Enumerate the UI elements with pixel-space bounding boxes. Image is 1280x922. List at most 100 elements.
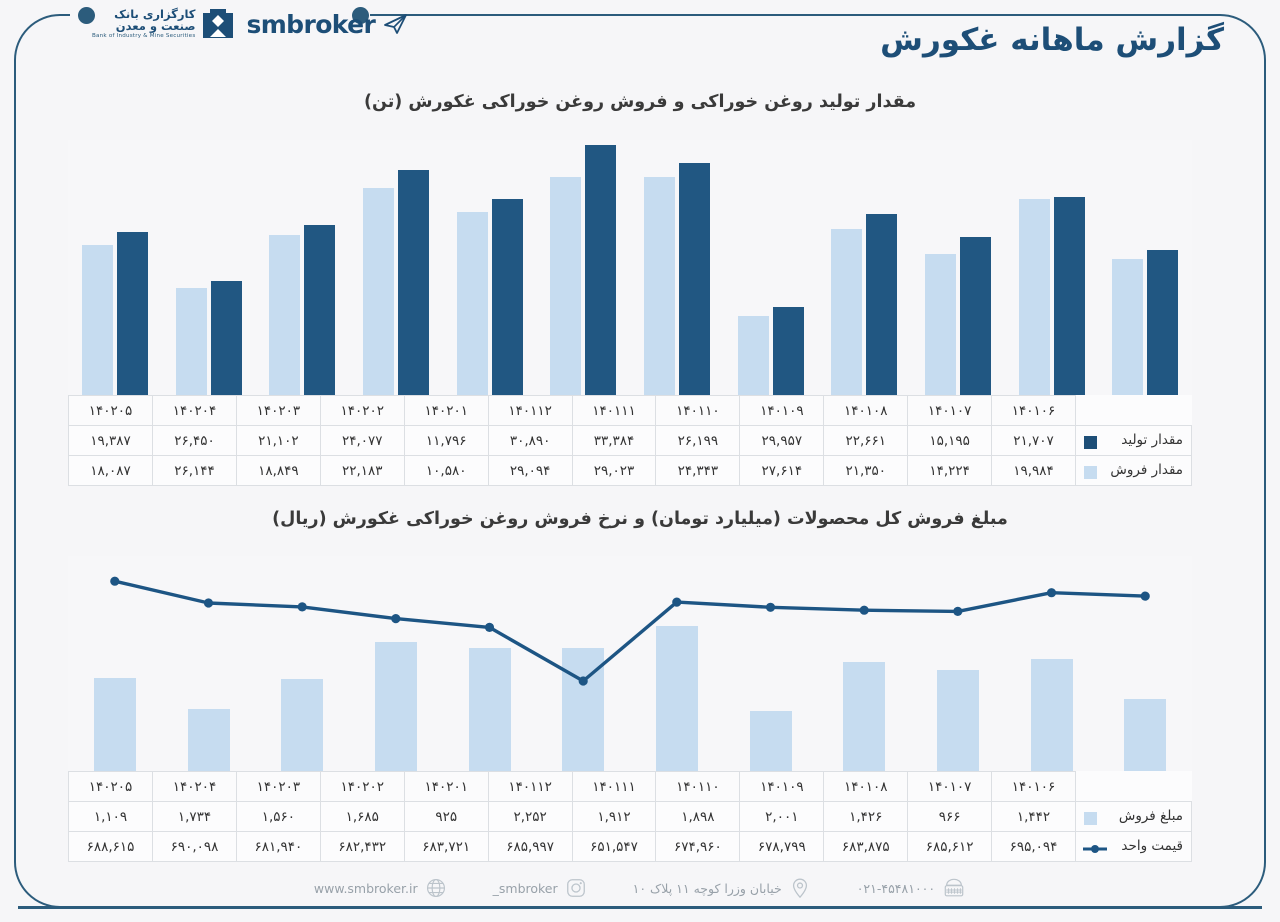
table-cell: ۶۹۵,۰۹۴ xyxy=(991,831,1076,862)
sales-amount-bar xyxy=(655,625,698,771)
bank-emblem-icon xyxy=(203,9,234,38)
table-cell: ۲۲,۶۶۱ xyxy=(823,425,909,456)
table-cell: ۲۹,۹۵۷ xyxy=(739,425,825,456)
bar-group xyxy=(911,140,1005,395)
bar-group xyxy=(817,140,911,395)
chart1-data-table: ۱۴۰۱۰۶ ۱۴۰۱۰۷ ۱۴۰۱۰۸ ۱۴۰۱۰۹ ۱۴۰۱۱۰ ۱۴۰۱۱۱ ۱۴۰۱… xyxy=(67,395,1192,486)
period-header-cell: ۱۴۰۲۰۴ xyxy=(152,771,237,802)
table-header-row: ۱۴۰۱۰۶ ۱۴۰۱۰۷ ۱۴۰۱۰۸ ۱۴۰۱۰۹ ۱۴۰۱۱۰ ۱۴۰۱۱۱ ۱۴۰۱… xyxy=(67,395,1192,426)
sales-quantity-bar xyxy=(269,234,301,395)
table-cell: ۱,۱۰۹ xyxy=(67,801,154,832)
table-cell: ۹۲۵ xyxy=(403,801,489,832)
sales-amount-price-chart xyxy=(68,556,1192,771)
sales-quantity-bar xyxy=(456,212,488,395)
table-cell: ۶۸۱,۹۴۰ xyxy=(235,831,321,862)
bank-logo-text: کارگزاری بانک صنعت و معدن Bank of Indust… xyxy=(92,8,195,40)
sales-amount-bar xyxy=(562,647,605,771)
chart1-plot-area xyxy=(68,140,1192,395)
table-cell: ۲۶,۱۴۴ xyxy=(152,455,237,486)
period-header-cell: ۱۴۰۲۰۱ xyxy=(403,395,489,426)
sales-quantity-bar xyxy=(737,315,769,395)
bar-group xyxy=(630,140,724,395)
footer-address-text: خیابان وزرا کوچه ۱۱ پلاک ۱۰ xyxy=(632,880,782,896)
table-cell: ۲۴,۰۷۷ xyxy=(319,425,405,456)
table-cell: ۶۸۳,۸۷۵ xyxy=(823,831,909,862)
bar-group xyxy=(1005,140,1099,395)
period-header-cell: ۱۴۰۲۰۵ xyxy=(67,395,154,426)
table-cell: ۱۰,۵۸۰ xyxy=(403,455,489,486)
table-cell: ۲۶,۱۹۹ xyxy=(655,425,741,456)
bank-logo: کارگزاری بانک صنعت و معدن Bank of Indust… xyxy=(92,7,236,41)
bar-group xyxy=(255,140,349,395)
production-quantity-bar xyxy=(210,281,242,395)
period-header-cell: ۱۴۰۲۰۱ xyxy=(403,771,489,802)
table-cell: ۶۸۲,۴۳۲ xyxy=(319,831,405,862)
footer-address: خیابان وزرا کوچه ۱۱ پلاک ۱۰ xyxy=(633,877,811,899)
table-cell: ۲۴,۳۴۳ xyxy=(655,455,741,486)
table-cell: ۲۷,۶۱۴ xyxy=(739,455,825,486)
production-quantity-bar xyxy=(304,225,336,395)
footer-phone: ۰۲۱-۴۵۴۸۱۰۰۰ xyxy=(857,877,966,899)
period-header-cell: ۱۴۰۲۰۳ xyxy=(235,395,321,426)
sales-quantity-bar xyxy=(1112,259,1144,395)
sales-quantity-bar xyxy=(362,187,394,395)
footer-instagram-text: smbroker_ xyxy=(492,880,558,896)
period-header-cell: ۱۴۰۱۱۱ xyxy=(571,771,657,802)
bar-group xyxy=(1005,556,1099,771)
table-cell: ۳۳,۳۸۴ xyxy=(571,425,657,456)
production-quantity-bar xyxy=(491,198,523,395)
table-cell: ۱,۷۳۴ xyxy=(152,801,237,832)
table-cell: ۶۸۳,۷۲۱ xyxy=(403,831,489,862)
bar-group xyxy=(724,556,818,771)
bar-group xyxy=(162,556,256,771)
frame-dot-right xyxy=(352,7,369,24)
telephone-icon xyxy=(944,878,964,897)
table-cell: ۱,۵۶۰ xyxy=(235,801,321,832)
sales-quantity-bar xyxy=(831,228,863,395)
row-legend-label: مقدار فروش xyxy=(1075,455,1192,486)
footer-instagram[interactable]: smbroker_ xyxy=(493,877,587,899)
location-pin-icon xyxy=(792,878,807,899)
period-header-cell: ۱۴۰۱۰۶ xyxy=(991,395,1076,426)
table-cell: ۱,۶۸۵ xyxy=(319,801,405,832)
table-cell: ۲۶,۴۵۰ xyxy=(152,425,237,456)
bar-group xyxy=(536,556,630,771)
footer-website[interactable]: www.smbroker.ir xyxy=(314,877,447,899)
table-cell: ۲۹,۰۹۴ xyxy=(487,455,573,486)
table-cell: ۱۱,۷۹۶ xyxy=(403,425,489,456)
production-quantity-bar xyxy=(585,144,617,395)
table-cell: ۲,۰۰۱ xyxy=(739,801,825,832)
table-cell: ۶۹۰,۰۹۸ xyxy=(152,831,237,862)
bank-name-en: Bank of Industry & Mine Securities xyxy=(92,33,196,40)
sales-amount-bar xyxy=(468,648,511,771)
bar-group xyxy=(68,140,162,395)
sales-quantity-row: مقدار فروش ۱۹,۹۸۴ ۱۴,۲۲۴ ۲۱,۳۵۰ ۲۷,۶۱۴ ۲۴,۳۴۳… xyxy=(67,455,1192,486)
table-cell: ۲۱,۳۵۰ xyxy=(823,455,909,486)
production-quantity-bar xyxy=(678,163,710,395)
table-header-row: ۱۴۰۱۰۶ ۱۴۰۱۰۷ ۱۴۰۱۰۸ ۱۴۰۱۰۹ ۱۴۰۱۱۰ ۱۴۰۱۱۱ ۱۴۰۱… xyxy=(67,771,1192,802)
chart2-title: مبلغ فروش کل محصولات (میلیارد تومان) و ن… xyxy=(272,509,1008,529)
chart2-plot-area xyxy=(68,556,1192,771)
period-header-cell: ۱۴۰۲۰۲ xyxy=(319,771,405,802)
production-quantity-bar xyxy=(1147,249,1179,395)
bar-group xyxy=(724,140,818,395)
table-cell: ۶۸۵,۹۹۷ xyxy=(487,831,573,862)
table-cell: ۱۹,۳۸۷ xyxy=(67,425,154,456)
legend-line-marker-icon xyxy=(1083,845,1107,853)
period-header-cell: ۱۴۰۱۱۲ xyxy=(487,771,573,802)
table-cell: ۶۸۵,۶۱۲ xyxy=(907,831,993,862)
bank-name-fa-line2: صنعت و معدن xyxy=(115,19,196,34)
sales-quantity-bar xyxy=(550,177,582,395)
sales-amount-bar xyxy=(936,670,979,771)
bank-name-fa-line1: کارگزاری بانک xyxy=(114,7,196,21)
period-header-cell: ۱۴۰۱۱۲ xyxy=(487,395,573,426)
production-row: مقدار تولید ۲۱,۷۰۷ ۱۵,۱۹۵ ۲۲,۶۶۱ ۲۹,۹۵۷ ۲۶,۱۹… xyxy=(67,425,1192,456)
production-sales-bar-chart xyxy=(68,140,1192,395)
sales-amount-bar xyxy=(749,711,792,771)
sales-amount-bar xyxy=(93,677,136,771)
chart1-title: مقدار تولید روغن خوراکی و فروش روغن خورا… xyxy=(363,92,917,112)
footer-rule xyxy=(18,906,1262,909)
sales-quantity-bar xyxy=(643,176,675,395)
paper-plane-icon xyxy=(384,14,408,34)
